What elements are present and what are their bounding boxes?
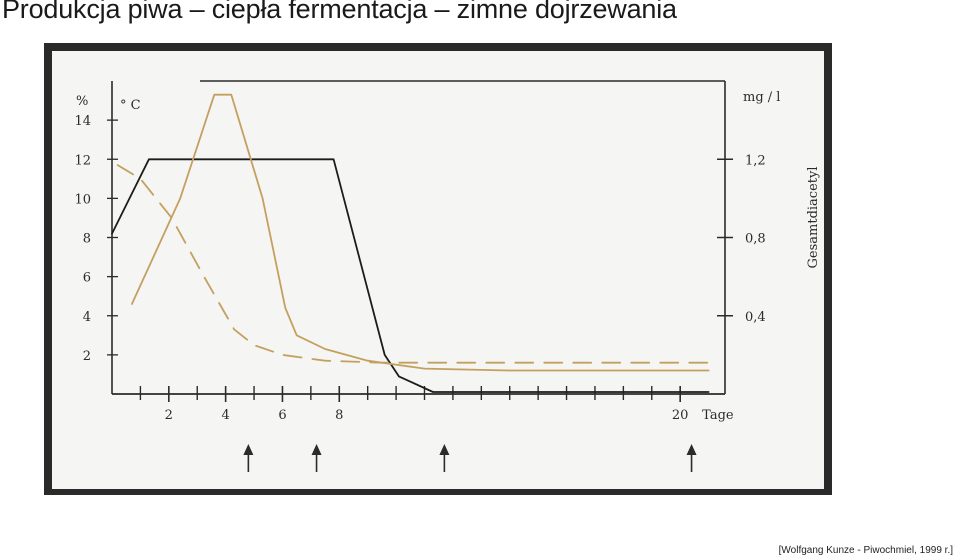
figure-frame: 2 4 6 8 20 Tage 2 4 6 8 10 12 14% ° C 0,4 0,8 1,2 mg / l G… (44, 43, 832, 495)
x-tick-label: 4 (221, 408, 229, 423)
celsius-unit-label: ° C (120, 98, 141, 113)
chart-area: 2 4 6 8 20 Tage 2 4 6 8 10 12 14% ° C 0,4 0,8 1,2 mg / l G… (52, 51, 824, 489)
event-arrow-head (439, 444, 450, 455)
y-left-tick-label: 14 (74, 114, 91, 129)
y-left-tick-label: 6 (83, 271, 91, 286)
percent-unit-label: % (76, 94, 88, 109)
event-arrow-head (311, 444, 322, 455)
chart-axes (107, 80, 733, 402)
series-line-0 (111, 158, 710, 393)
y-left-tick-label: 10 (74, 192, 91, 207)
x-tick-label: 6 (278, 408, 286, 423)
chart-arrows (243, 444, 697, 472)
y-right-tick-label: 1,2 (745, 153, 766, 168)
chart-series (111, 93, 710, 393)
event-arrow-head (686, 444, 697, 455)
series-line-2 (116, 164, 710, 364)
series-line-1 (131, 93, 710, 372)
x-tick-label: 2 (165, 408, 173, 423)
y-left-tick-label: 8 (83, 232, 91, 247)
citation: [Wolfgang Kunze - Piwochmiel, 1999 r.] (778, 545, 953, 556)
slide-title: Produkcja piwa – ciepła fermentacja – zi… (2, 0, 677, 24)
y-right-tick-label: 0,4 (745, 310, 766, 325)
chart-labels: 2 4 6 8 20 Tage 2 4 6 8 10 12 14% ° C 0,4 0,8 1,2 mg / l G… (74, 90, 821, 423)
right-axis-unit: mg / l (743, 90, 780, 105)
x-tick-label: 8 (335, 408, 343, 423)
y-right-tick-label: 0,8 (745, 232, 766, 247)
y-left-tick-label: 4 (83, 310, 91, 325)
right-axis-title: Gesamtdiacetyl (806, 167, 821, 269)
y-left-tick-label: 12 (74, 153, 91, 168)
y-left-tick-label: 2 (83, 349, 91, 364)
fermentation-chart: 2 4 6 8 20 Tage 2 4 6 8 10 12 14% ° C 0,4 0,8 1,2 mg / l G… (74, 80, 821, 472)
event-arrow-head (243, 444, 254, 455)
x-axis-label: Tage (702, 408, 734, 423)
x-tick-label: 20 (672, 408, 689, 423)
